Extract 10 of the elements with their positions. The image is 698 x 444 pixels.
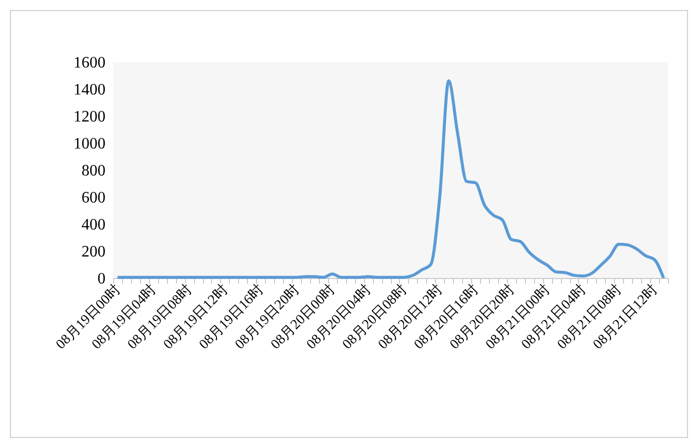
line-series [116, 79, 666, 280]
y-tick-label: 400 [82, 216, 106, 234]
y-tick-label: 1400 [74, 82, 106, 98]
y-tick-label: 0 [98, 270, 106, 288]
y-tick-label: 1600 [74, 54, 106, 72]
y-tick-label: 200 [82, 244, 106, 260]
y-tick-label: 1000 [74, 136, 106, 152]
y-tick-label: 1200 [74, 108, 106, 126]
y-tick-label: 800 [82, 162, 106, 180]
y-tick-label: 600 [82, 190, 106, 206]
